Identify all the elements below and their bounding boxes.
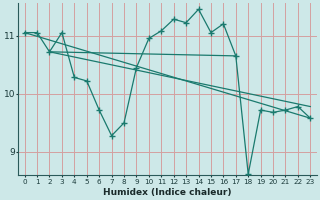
X-axis label: Humidex (Indice chaleur): Humidex (Indice chaleur) [103,188,232,197]
